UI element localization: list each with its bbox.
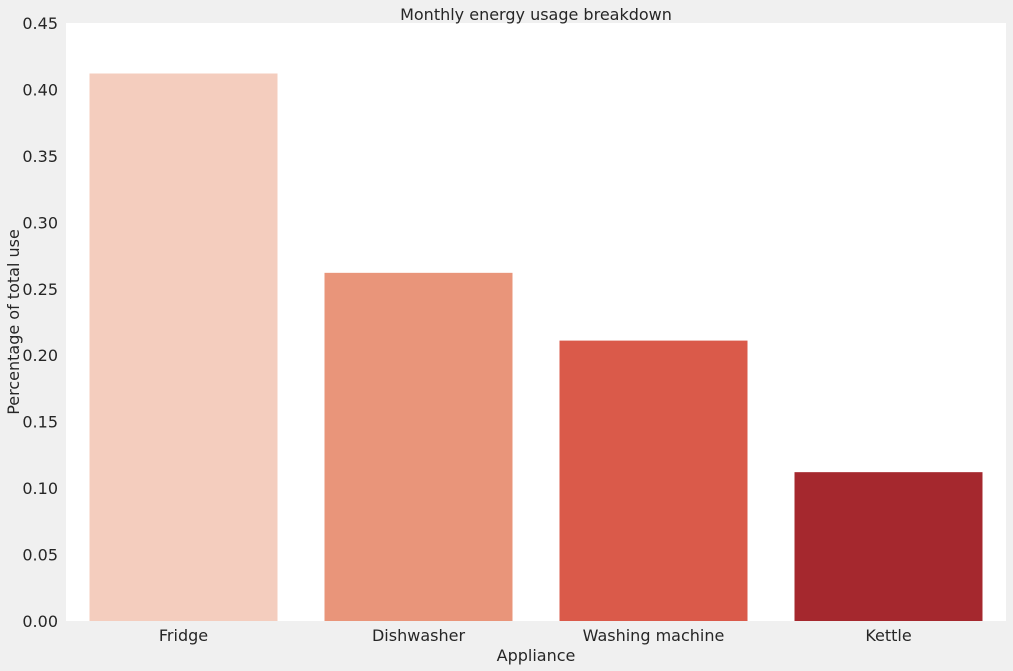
x-tick-label: Kettle	[865, 626, 911, 645]
y-axis-label: Percentage of total use	[4, 229, 23, 415]
x-tick-label: Fridge	[159, 626, 208, 645]
x-tick-label: Washing machine	[583, 626, 725, 645]
x-axis-label: Appliance	[497, 646, 576, 665]
y-tick-label: 0.05	[22, 546, 58, 565]
bar-kettle	[794, 472, 983, 621]
bars-group	[89, 73, 983, 621]
x-axis-ticks: Fridge Dishwasher Washing machine Kettle	[159, 626, 912, 645]
y-tick-label: 0.20	[22, 346, 58, 365]
x-tick-label: Dishwasher	[372, 626, 465, 645]
y-tick-label: 0.00	[22, 612, 58, 631]
y-tick-label: 0.10	[22, 479, 58, 498]
y-tick-label: 0.25	[22, 280, 58, 299]
y-tick-label: 0.30	[22, 213, 58, 232]
y-axis-ticks: 0.00 0.05 0.10 0.15 0.20 0.25 0.30 0.35 0.40 0.45	[22, 14, 58, 631]
y-tick-label: 0.15	[22, 413, 58, 432]
y-tick-label: 0.35	[22, 147, 58, 166]
y-tick-label: 0.40	[22, 80, 58, 99]
bar-fridge	[89, 73, 278, 621]
bar-washing-machine	[559, 340, 748, 621]
y-tick-label: 0.45	[22, 14, 58, 33]
bar-dishwasher	[324, 272, 513, 621]
chart-title: Monthly energy usage breakdown	[400, 5, 672, 24]
